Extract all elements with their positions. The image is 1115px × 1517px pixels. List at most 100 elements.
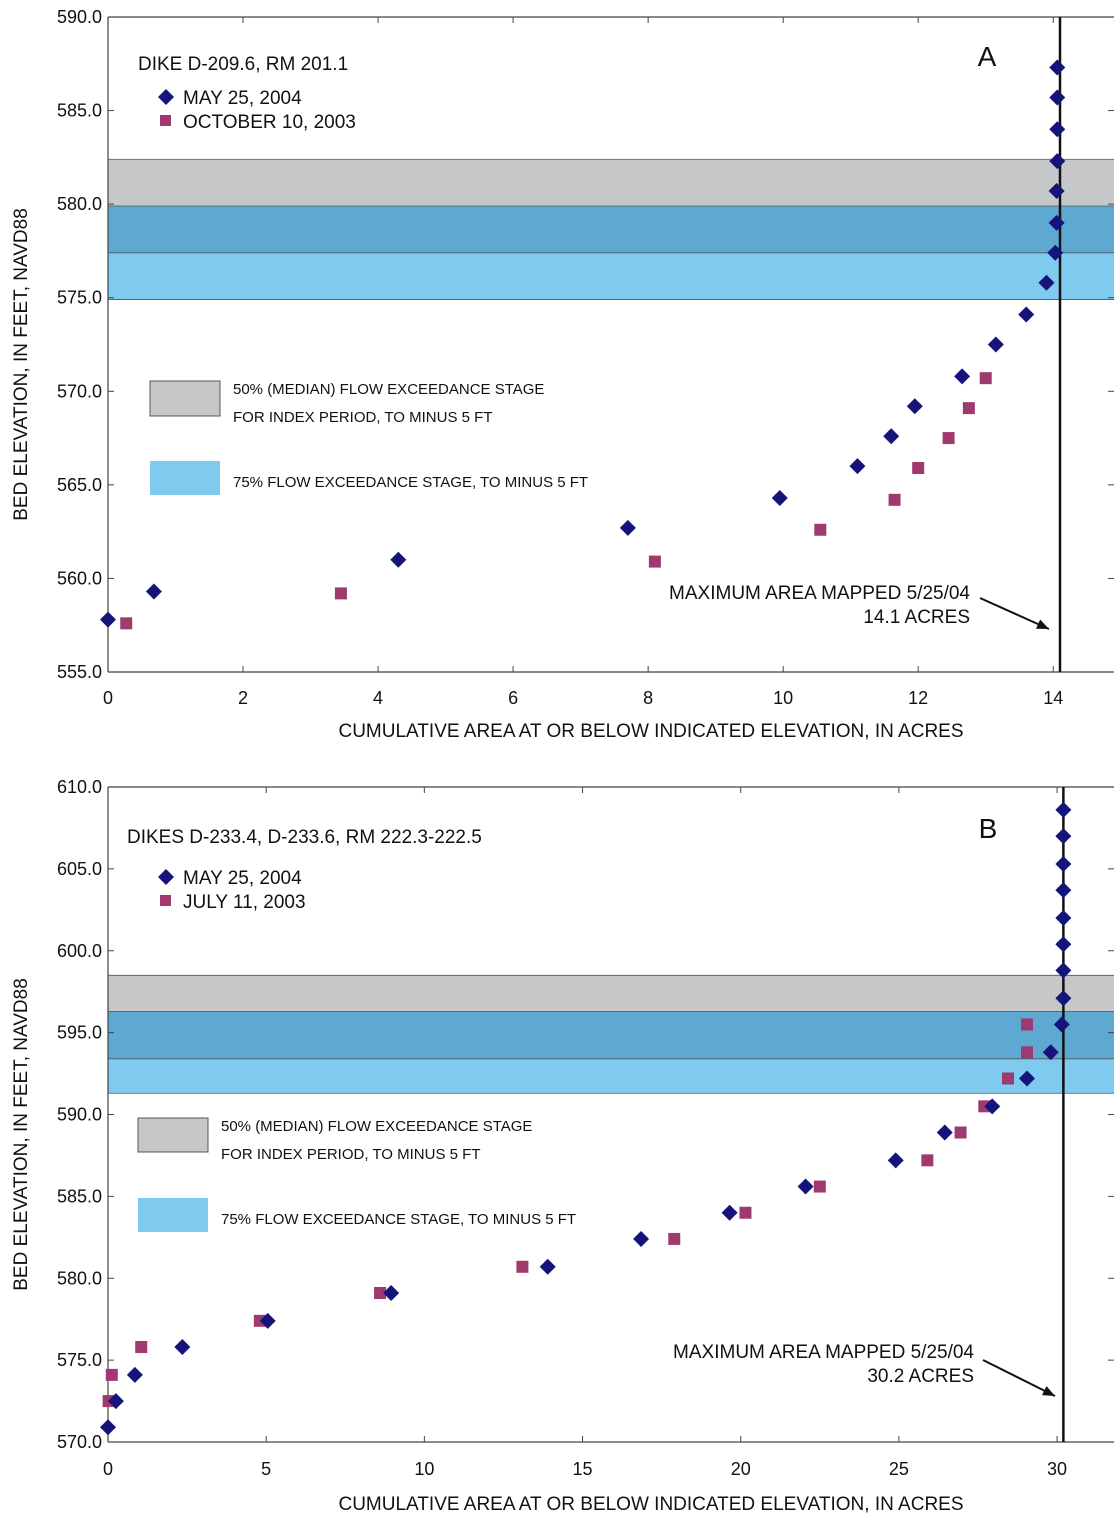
- diamond-point: [1055, 855, 1072, 872]
- diamond-point: [633, 1230, 650, 1247]
- max-area-annotation-value: 30.2 ACRES: [867, 1366, 974, 1387]
- diamond-point: [1049, 153, 1066, 170]
- x-tick-label: 0: [103, 1459, 113, 1479]
- y-tick-label: 590.0: [57, 7, 102, 27]
- square-point: [813, 1180, 826, 1193]
- square-point: [648, 555, 661, 568]
- square-point: [962, 402, 975, 415]
- legend-75-swatch: [138, 1198, 208, 1232]
- panel-a: 555.0 560.0 565.0 570.0 575.0 580.0 585.0 590.0…: [11, 7, 1114, 742]
- max-area-annotation: MAXIMUM AREA MAPPED 5/25/04: [669, 583, 970, 604]
- square-point: [120, 617, 133, 630]
- y-tick-label: 575.0: [57, 288, 102, 308]
- y-tick-label: 570.0: [57, 1432, 102, 1452]
- y-tick-label: 605.0: [57, 859, 102, 879]
- x-tick-label: 25: [889, 1459, 909, 1479]
- diamond-point: [259, 1312, 276, 1329]
- site-label: DIKES D-233.4, D-233.6, RM 222.3-222.5: [127, 827, 482, 848]
- legend-square-marker: [160, 115, 171, 126]
- legend-75-label: 75% FLOW EXCEEDANCE STAGE, TO MINUS 5 FT: [233, 474, 588, 491]
- diamond-point: [721, 1204, 738, 1221]
- legend-diamond-marker: [158, 869, 174, 885]
- legend-median-label-line2: FOR INDEX PERIOD, TO MINUS 5 FT: [233, 409, 492, 426]
- y-axis-title: BED ELEVATION, IN FEET, NAVD88: [11, 978, 32, 1291]
- legend-diamond-marker: [158, 89, 174, 105]
- diamond-point: [539, 1258, 556, 1275]
- x-tick-label: 30: [1047, 1459, 1067, 1479]
- y-axis-title: BED ELEVATION, IN FEET, NAVD88: [11, 208, 32, 521]
- x-axis-title: CUMULATIVE AREA AT OR BELOW INDICATED EL…: [338, 721, 963, 742]
- y-tick-label: 595.0: [57, 1023, 102, 1043]
- diamond-point: [1049, 89, 1066, 106]
- diamond-point: [174, 1339, 191, 1356]
- x-tick-label: 15: [573, 1459, 593, 1479]
- x-tick-label: 12: [908, 688, 928, 708]
- y-tick-label: 585.0: [57, 1186, 102, 1206]
- diamond-point: [1042, 1044, 1059, 1061]
- x-tick-label: 5: [261, 1459, 271, 1479]
- legend-median-swatch: [149, 380, 221, 417]
- square-point: [739, 1206, 752, 1219]
- diamond-point: [849, 458, 866, 475]
- annotation-arrow-shaft: [979, 597, 1050, 630]
- diamond-point: [1048, 214, 1065, 231]
- x-tick-label: 14: [1043, 688, 1063, 708]
- diamond-point: [887, 1152, 904, 1169]
- square-point: [954, 1126, 967, 1139]
- x-tick-label: 0: [103, 688, 113, 708]
- diamond-point: [1055, 801, 1072, 818]
- diamond-point: [145, 583, 162, 600]
- legend-series-label: MAY 25, 2004: [183, 868, 302, 889]
- site-label: DIKE D-209.6, RM 201.1: [138, 54, 348, 75]
- band-overlap: [108, 1011, 1114, 1059]
- annotation-arrow-head: [1036, 619, 1049, 629]
- y-tick-label: 580.0: [57, 194, 102, 214]
- diamond-point: [1048, 183, 1065, 200]
- square-point: [979, 372, 992, 385]
- y-tick-label: 600.0: [57, 941, 102, 961]
- diamond-point: [100, 611, 116, 628]
- annotation-arrow-head: [1042, 1386, 1055, 1396]
- diamond-point: [936, 1124, 953, 1141]
- diamond-point: [383, 1284, 400, 1301]
- diamond-point: [1019, 1070, 1036, 1087]
- diamond-point: [954, 368, 971, 385]
- square-point: [942, 432, 955, 445]
- x-tick-label: 10: [414, 1459, 434, 1479]
- legend-median-swatch: [137, 1117, 209, 1153]
- y-tick-label: 590.0: [57, 1105, 102, 1125]
- y-tick-label: 570.0: [57, 381, 102, 401]
- square-point: [921, 1154, 934, 1167]
- square-point: [814, 523, 827, 536]
- square-point: [888, 493, 901, 506]
- diamond-point: [1055, 936, 1072, 953]
- max-area-annotation-value: 14.1 ACRES: [863, 607, 970, 628]
- square-point: [1021, 1046, 1034, 1059]
- x-tick-label: 10: [773, 688, 793, 708]
- diamond-point: [1038, 274, 1055, 291]
- legend-median-label: 50% (MEDIAN) FLOW EXCEEDANCE STAGE: [221, 1118, 532, 1135]
- x-tick-label: 4: [373, 688, 383, 708]
- diamond-point: [1047, 244, 1064, 261]
- panel-letter: B: [979, 813, 998, 844]
- diamond-point: [1055, 882, 1072, 899]
- square-point: [334, 587, 347, 600]
- diamond-point: [107, 1393, 124, 1410]
- diamond-point: [797, 1178, 814, 1195]
- y-tick-label: 575.0: [57, 1350, 102, 1370]
- square-point: [516, 1260, 529, 1273]
- diamond-point: [987, 336, 1004, 353]
- diamond-point: [390, 551, 407, 568]
- square-point: [105, 1368, 118, 1381]
- diamond-point: [1049, 121, 1066, 138]
- legend-median-label-line2: FOR INDEX PERIOD, TO MINUS 5 FT: [221, 1146, 480, 1163]
- square-point: [374, 1286, 387, 1299]
- square-point: [668, 1232, 681, 1245]
- legend-75-label: 75% FLOW EXCEEDANCE STAGE, TO MINUS 5 FT: [221, 1211, 576, 1228]
- max-area-annotation: MAXIMUM AREA MAPPED 5/25/04: [673, 1342, 974, 1363]
- square-point: [912, 462, 925, 475]
- legend-median-label: 50% (MEDIAN) FLOW EXCEEDANCE STAGE: [233, 381, 544, 398]
- square-point: [1021, 1018, 1034, 1031]
- y-tick-label: 555.0: [57, 662, 102, 682]
